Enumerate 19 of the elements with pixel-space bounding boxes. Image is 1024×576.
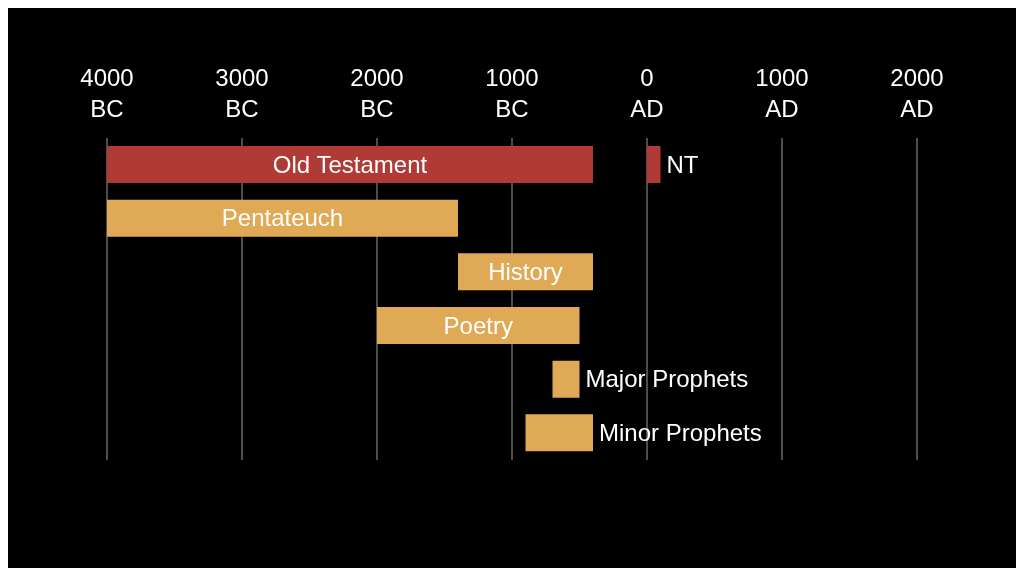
bar (107, 199, 458, 237)
x-tick-label: 0 AD (630, 64, 664, 122)
y-tick-label: History (488, 257, 563, 285)
x-tick-label: 1000 AD (755, 64, 809, 122)
x-tick-label: 3000 BC (215, 64, 269, 122)
bar (525, 414, 593, 452)
bar (647, 146, 661, 183)
y-tick-label: Major Prophets (585, 365, 749, 393)
x-tick-label: 1000 BC (485, 64, 539, 122)
y-tick-label: Old Testament (272, 150, 428, 178)
x-tick-label: 4000 BC (80, 64, 134, 122)
y-tick-label: Minor Prophets (599, 418, 762, 446)
series-label: NT (666, 150, 699, 178)
y-tick-label: Poetry (443, 311, 513, 339)
x-tick-label: 2000 AD (890, 64, 944, 122)
bar (377, 307, 580, 344)
bar (552, 360, 580, 398)
x-tick-label: 2000 BC (350, 64, 404, 122)
y-tick-label: Pentateuch (221, 204, 344, 232)
